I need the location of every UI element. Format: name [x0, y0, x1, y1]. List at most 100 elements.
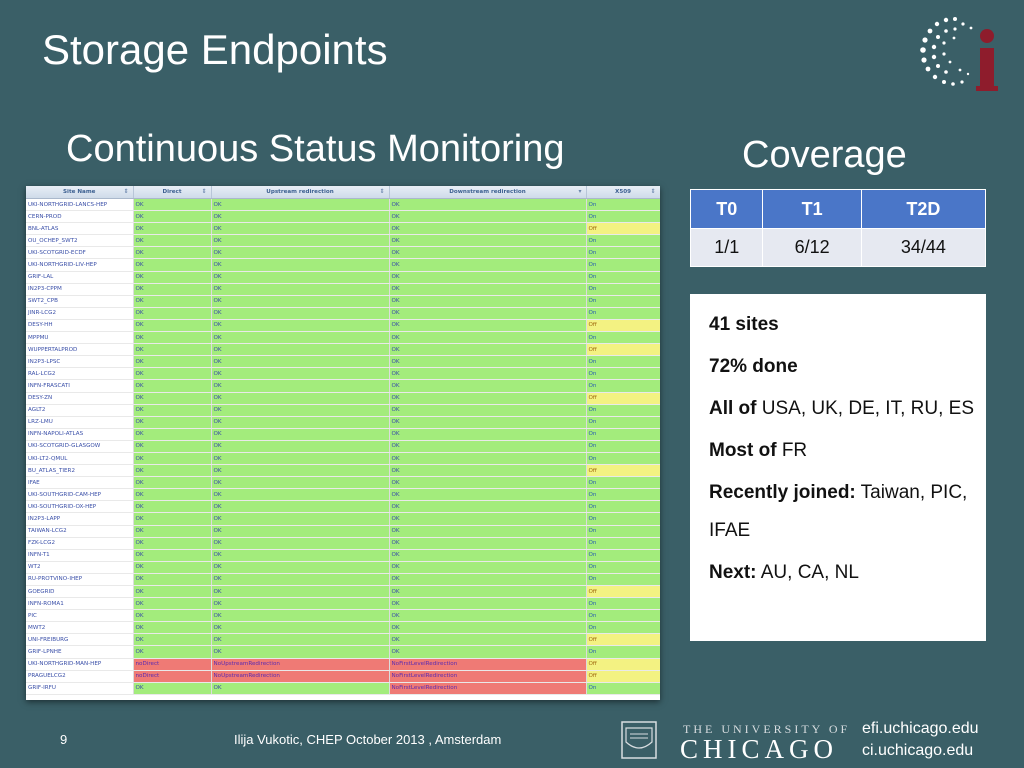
site-name-cell[interactable]: TAIWAN-LCG2 — [26, 525, 134, 538]
direct-cell: OK — [133, 331, 212, 345]
site-name-cell[interactable]: UKI-SOUTHGRID-CAM-HEP — [26, 488, 134, 502]
upstream-redirection-cell: OK — [211, 258, 390, 272]
column-header-downstream-redirection[interactable]: Downstream redirection ▾ — [389, 186, 587, 199]
site-name-cell[interactable]: INFN-ROMA1 — [26, 597, 134, 611]
downstream-redirection-cell: OK — [389, 537, 587, 550]
site-name-cell[interactable]: UKI-LT2-QMUL — [26, 452, 134, 466]
direct-cell: OK — [133, 585, 212, 599]
site-name-cell[interactable]: DESY-ZN — [26, 392, 134, 405]
site-name-cell[interactable]: GRIF-IRFU — [26, 682, 134, 695]
upstream-redirection-cell: OK — [211, 198, 390, 212]
site-name-cell[interactable]: SWT2_CPB — [26, 295, 134, 308]
site-name-cell[interactable]: IN2P3-LPSC — [26, 355, 134, 369]
sort-icon[interactable]: ⇕ — [379, 188, 385, 195]
direct-cell: OK — [133, 343, 212, 357]
upstream-redirection-cell: OK — [211, 295, 390, 308]
upstream-redirection-cell: OK — [211, 476, 390, 490]
site-name-cell[interactable]: UKI-SCOTGRID-GLASGOW — [26, 440, 134, 453]
ci-url[interactable]: ci.uchicago.edu — [862, 742, 974, 759]
direct-cell: OK — [133, 367, 212, 381]
downstream-redirection-cell: OK — [389, 428, 587, 441]
site-name-cell[interactable]: UKI-NORTHGRID-LIV-HEP — [26, 258, 134, 272]
x509-cell: On — [586, 271, 660, 284]
percent-done: 72% done — [709, 356, 798, 377]
table-row: UKI-NORTHGRID-LIV-HEP OK OK OK On — [26, 258, 660, 272]
direct-cell: noDirect — [133, 670, 212, 683]
sort-icon[interactable]: ⇕ — [201, 188, 207, 195]
site-name-cell[interactable]: CERN-PROD — [26, 210, 134, 224]
upstream-redirection-cell: OK — [211, 682, 390, 695]
site-name-cell[interactable]: INFN-T1 — [26, 549, 134, 562]
efi-url[interactable]: efi.uchicago.edu — [862, 720, 979, 737]
downstream-redirection-cell: OK — [389, 392, 587, 405]
upstream-redirection-cell: OK — [211, 633, 390, 647]
direct-cell: OK — [133, 271, 212, 284]
site-name-cell[interactable]: IN2P3-LAPP — [26, 512, 134, 526]
table-row: UKI-SCOTGRID-GLASGOW OK OK OK On — [26, 440, 660, 453]
upstream-redirection-cell: OK — [211, 392, 390, 405]
x509-cell: On — [586, 573, 660, 587]
downstream-redirection-cell: OK — [389, 609, 587, 623]
site-name-cell[interactable]: JINR-LCG2 — [26, 307, 134, 320]
x509-cell: On — [586, 537, 660, 550]
column-header-site-name[interactable]: Site Name ⇕ — [26, 186, 134, 199]
table-row: UKI-NORTHGRID-MAN-HEP noDirect NoUpstreamR… — [26, 658, 660, 671]
site-name-cell[interactable]: UKI-SOUTHGRID-OX-HEP — [26, 500, 134, 514]
table-row: JINR-LCG2 OK OK OK On — [26, 307, 660, 320]
site-name-cell[interactable]: RU-PROTVINO-IHEP — [26, 573, 134, 587]
university-name-line1: THE UNIVERSITY OF — [683, 722, 851, 736]
direct-cell: OK — [133, 561, 212, 574]
column-header-direct[interactable]: Direct ⇕ — [133, 186, 212, 199]
site-name-cell[interactable]: FZK-LCG2 — [26, 537, 134, 550]
table-row: RU-PROTVINO-IHEP OK OK OK On — [26, 573, 660, 587]
column-header-x509[interactable]: X509 ⇕ — [586, 186, 660, 199]
downstream-redirection-cell: OK — [389, 525, 587, 538]
recently-joined-value: Taiwan, PIC, IFAE — [709, 482, 968, 541]
table-row: BU_ATLAS_TIER2 OK OK OK Off — [26, 464, 660, 478]
site-name-cell[interactable]: IN2P3-CPPM — [26, 283, 134, 296]
site-name-cell[interactable]: GRIF-LPNHE — [26, 645, 134, 659]
sort-icon[interactable]: ⇕ — [123, 188, 129, 195]
site-name-cell[interactable]: PRAGUELCG2 — [26, 670, 134, 683]
site-name-cell[interactable]: BNL-ATLAS — [26, 222, 134, 236]
upstream-redirection-cell: OK — [211, 525, 390, 538]
site-name-cell[interactable]: BU_ATLAS_TIER2 — [26, 464, 134, 478]
sort-icon[interactable]: ▾ — [578, 188, 582, 195]
table-row: DESY-HH OK OK OK Off — [26, 319, 660, 333]
site-name-cell[interactable]: DESY-HH — [26, 319, 134, 333]
site-name-cell[interactable]: GOEGRID — [26, 585, 134, 599]
site-name-cell[interactable]: LRZ-LMU — [26, 416, 134, 429]
upstream-redirection-cell: NoUpstreamRedirection — [211, 670, 390, 683]
direct-cell: OK — [133, 512, 212, 526]
column-header-upstream-redirection[interactable]: Upstream redirection ⇕ — [211, 186, 390, 199]
site-name-cell[interactable]: UKI-NORTHGRID-MAN-HEP — [26, 658, 134, 671]
direct-cell: OK — [133, 645, 212, 659]
downstream-redirection-cell: OK — [389, 633, 587, 647]
downstream-redirection-cell: OK — [389, 283, 587, 296]
site-name-cell[interactable]: WUPPERTALPROD — [26, 343, 134, 357]
site-name-cell[interactable]: OU_OCHEP_SWT2 — [26, 234, 134, 248]
site-name-cell[interactable]: MPPMU — [26, 331, 134, 345]
site-name-cell[interactable]: INFN-FRASCATI — [26, 379, 134, 393]
site-name-cell[interactable]: AGLT2 — [26, 404, 134, 417]
x509-cell: Off — [586, 464, 660, 478]
site-name-cell[interactable]: IFAE — [26, 476, 134, 490]
site-name-cell[interactable]: PIC — [26, 609, 134, 623]
direct-cell: OK — [133, 295, 212, 308]
site-name-cell[interactable]: UKI-SCOTGRID-ECDF — [26, 246, 134, 260]
site-name-cell[interactable]: UKI-NORTHGRID-LANCS-HEP — [26, 198, 134, 212]
x509-cell: On — [586, 682, 660, 695]
site-name-cell[interactable]: WT2 — [26, 561, 134, 574]
site-name-cell[interactable]: RAL-LCG2 — [26, 367, 134, 381]
site-name-cell[interactable]: GRIF-LAL — [26, 271, 134, 284]
site-name-cell[interactable]: MWT2 — [26, 621, 134, 635]
direct-cell: OK — [133, 597, 212, 611]
x509-cell: Off — [586, 222, 660, 236]
site-name-cell[interactable]: INFN-NAPOLI-ATLAS — [26, 428, 134, 441]
x509-cell: On — [586, 609, 660, 623]
sort-icon[interactable]: ⇕ — [650, 188, 656, 195]
downstream-redirection-cell: OK — [389, 512, 587, 526]
most-of-line: Most of FR — [709, 432, 974, 470]
site-name-cell[interactable]: UNI-FREIBURG — [26, 633, 134, 647]
university-name-line2: CHICAGO — [680, 734, 839, 764]
